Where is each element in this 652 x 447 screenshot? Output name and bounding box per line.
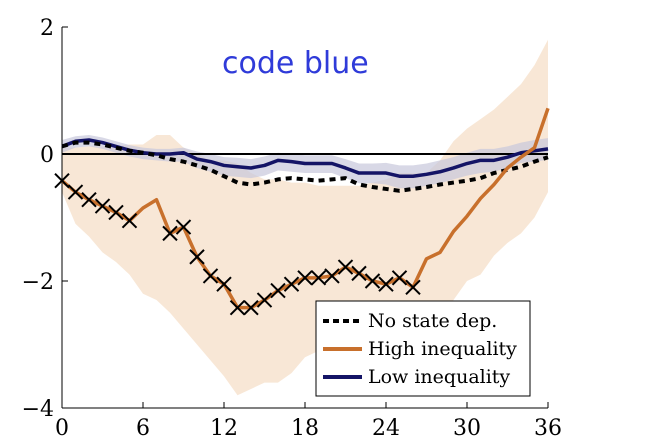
x-markers xyxy=(54,172,421,316)
legend: No state dep. High inequality Low inequa… xyxy=(315,300,531,397)
data-marker-x xyxy=(81,192,97,208)
data-marker-x xyxy=(256,292,273,308)
legend-label-low-inequality: Low inequality xyxy=(368,366,510,388)
x-tick-label: 6 xyxy=(136,416,150,441)
x-tick-label: 0 xyxy=(55,416,69,441)
data-marker-x xyxy=(229,299,246,316)
data-marker-x xyxy=(94,198,111,214)
data-marker-x xyxy=(54,172,70,189)
data-marker-x xyxy=(297,270,313,286)
data-marker-x xyxy=(243,299,259,316)
data-marker-x xyxy=(364,273,381,289)
data-marker-x xyxy=(121,212,138,229)
data-marker-x xyxy=(162,225,178,242)
data-marker-x xyxy=(175,219,192,235)
data-marker-x xyxy=(324,268,340,284)
y-tick-label: 0 xyxy=(40,143,54,168)
x-tick-label: 24 xyxy=(372,416,400,441)
data-marker-x xyxy=(283,276,300,292)
data-marker-x xyxy=(351,265,367,282)
legend-label-high-inequality: High inequality xyxy=(368,338,517,360)
y-tick-label: −2 xyxy=(22,270,54,295)
data-marker-x xyxy=(202,268,219,284)
series-line-no-state-dep xyxy=(61,140,549,193)
x-tick-label: 36 xyxy=(534,416,562,441)
data-marker-x xyxy=(270,282,286,299)
data-marker-x xyxy=(67,184,84,200)
data-marker-x xyxy=(216,276,232,292)
y-tick-label: 2 xyxy=(40,16,54,41)
data-marker-x xyxy=(391,270,408,286)
x-tick-label: 30 xyxy=(453,416,481,441)
data-marker-x xyxy=(310,270,327,286)
data-marker-x xyxy=(405,279,421,296)
x-tick-label: 18 xyxy=(291,416,319,441)
data-marker-x xyxy=(378,276,394,292)
tick-labels: 0 6 12 18 24 30 36 −4 −2 0 2 xyxy=(22,16,562,441)
code-blue-annotation: code blue xyxy=(222,46,369,81)
y-tick-label: −4 xyxy=(22,397,54,422)
legend-label-no-state-dep: No state dep. xyxy=(368,310,497,332)
axes xyxy=(61,26,549,409)
data-marker-x xyxy=(189,249,205,265)
data-marker-x xyxy=(337,259,354,275)
data-marker-x xyxy=(108,204,124,221)
x-tick-label: 12 xyxy=(210,416,238,441)
